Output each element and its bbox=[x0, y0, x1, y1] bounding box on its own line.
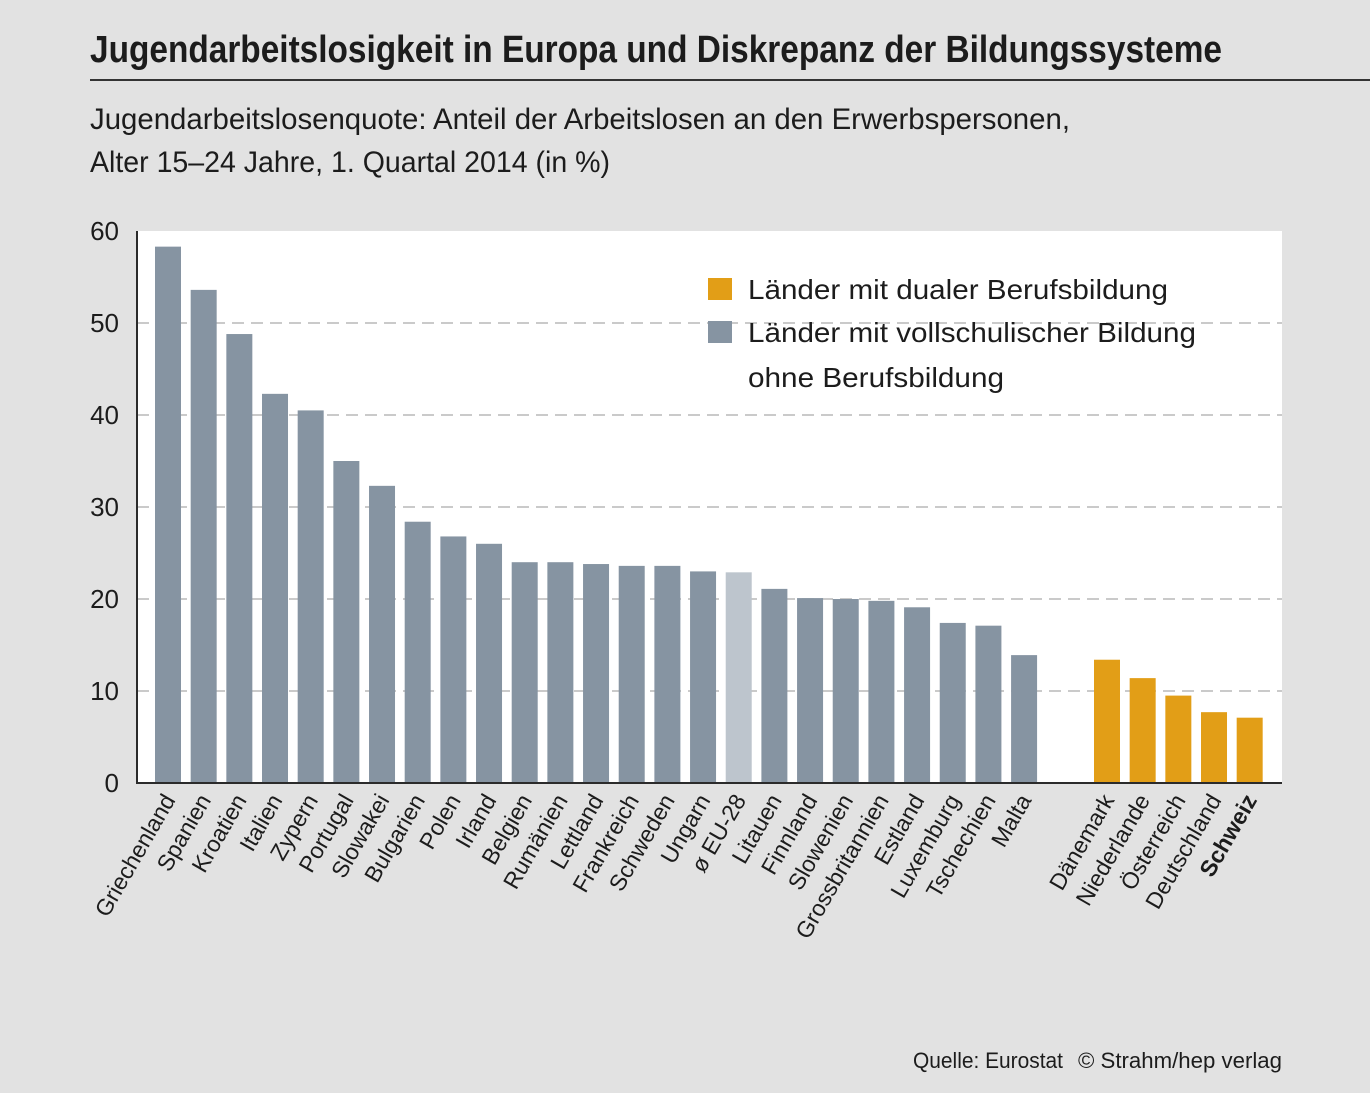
chart-title: Jugendarbeitslosigkeit in Europa und Dis… bbox=[90, 29, 1222, 71]
y-tick-label: 10 bbox=[90, 676, 119, 706]
bar bbox=[690, 571, 716, 783]
bar bbox=[226, 334, 252, 783]
chart-subtitle-line-2: Alter 15–24 Jahre, 1. Quartal 2014 (in %… bbox=[90, 146, 610, 179]
bar bbox=[619, 566, 645, 783]
bar bbox=[369, 486, 395, 783]
bar bbox=[155, 247, 181, 783]
bar bbox=[298, 410, 324, 783]
bar bbox=[333, 461, 359, 783]
copyright-label: © Strahm/hep verlag bbox=[1078, 1048, 1282, 1073]
bar bbox=[726, 572, 752, 783]
bar bbox=[547, 562, 573, 783]
y-tick-label: 30 bbox=[90, 492, 119, 522]
bar bbox=[191, 290, 217, 783]
bar bbox=[583, 564, 609, 783]
y-tick-label: 60 bbox=[90, 216, 119, 246]
legend-label-dual: Länder mit dualer Berufsbildung bbox=[748, 274, 1168, 305]
bar bbox=[405, 522, 431, 783]
y-tick-label: 20 bbox=[90, 584, 119, 614]
bar bbox=[476, 544, 502, 783]
bar bbox=[1237, 718, 1263, 783]
legend-label-school-line-1: Länder mit vollschulischer Bildung bbox=[748, 317, 1196, 348]
chart-subtitle-line-1: Jugendarbeitslosenquote: Anteil der Arbe… bbox=[90, 103, 1070, 136]
bar bbox=[904, 607, 930, 783]
legend-swatch-school bbox=[708, 321, 732, 343]
y-axis-ticks: 0 10 20 30 40 50 60 bbox=[90, 216, 119, 798]
bar bbox=[761, 589, 787, 783]
bar bbox=[868, 601, 894, 783]
bar bbox=[1165, 696, 1191, 783]
bar bbox=[1130, 678, 1156, 783]
bar bbox=[975, 626, 1001, 783]
x-axis-labels: GriechenlandSpanienKroatienItalienZypern… bbox=[89, 789, 1262, 943]
y-tick-label: 40 bbox=[90, 400, 119, 430]
bar bbox=[440, 536, 466, 783]
legend-swatch-dual bbox=[708, 278, 732, 300]
bar bbox=[262, 394, 288, 783]
y-tick-label: 0 bbox=[105, 768, 119, 798]
bar bbox=[833, 599, 859, 783]
bar bbox=[1201, 712, 1227, 783]
y-tick-label: 50 bbox=[90, 308, 119, 338]
bar bbox=[1094, 660, 1120, 783]
source-label: Quelle: Eurostat bbox=[913, 1048, 1063, 1073]
bar bbox=[512, 562, 538, 783]
legend-label-school-line-2: ohne Berufsbildung bbox=[748, 362, 1004, 393]
chart-figure: Jugendarbeitslosigkeit in Europa und Dis… bbox=[0, 0, 1370, 1093]
bar bbox=[940, 623, 966, 783]
bar bbox=[654, 566, 680, 783]
bar bbox=[1011, 655, 1037, 783]
bar bbox=[797, 598, 823, 783]
